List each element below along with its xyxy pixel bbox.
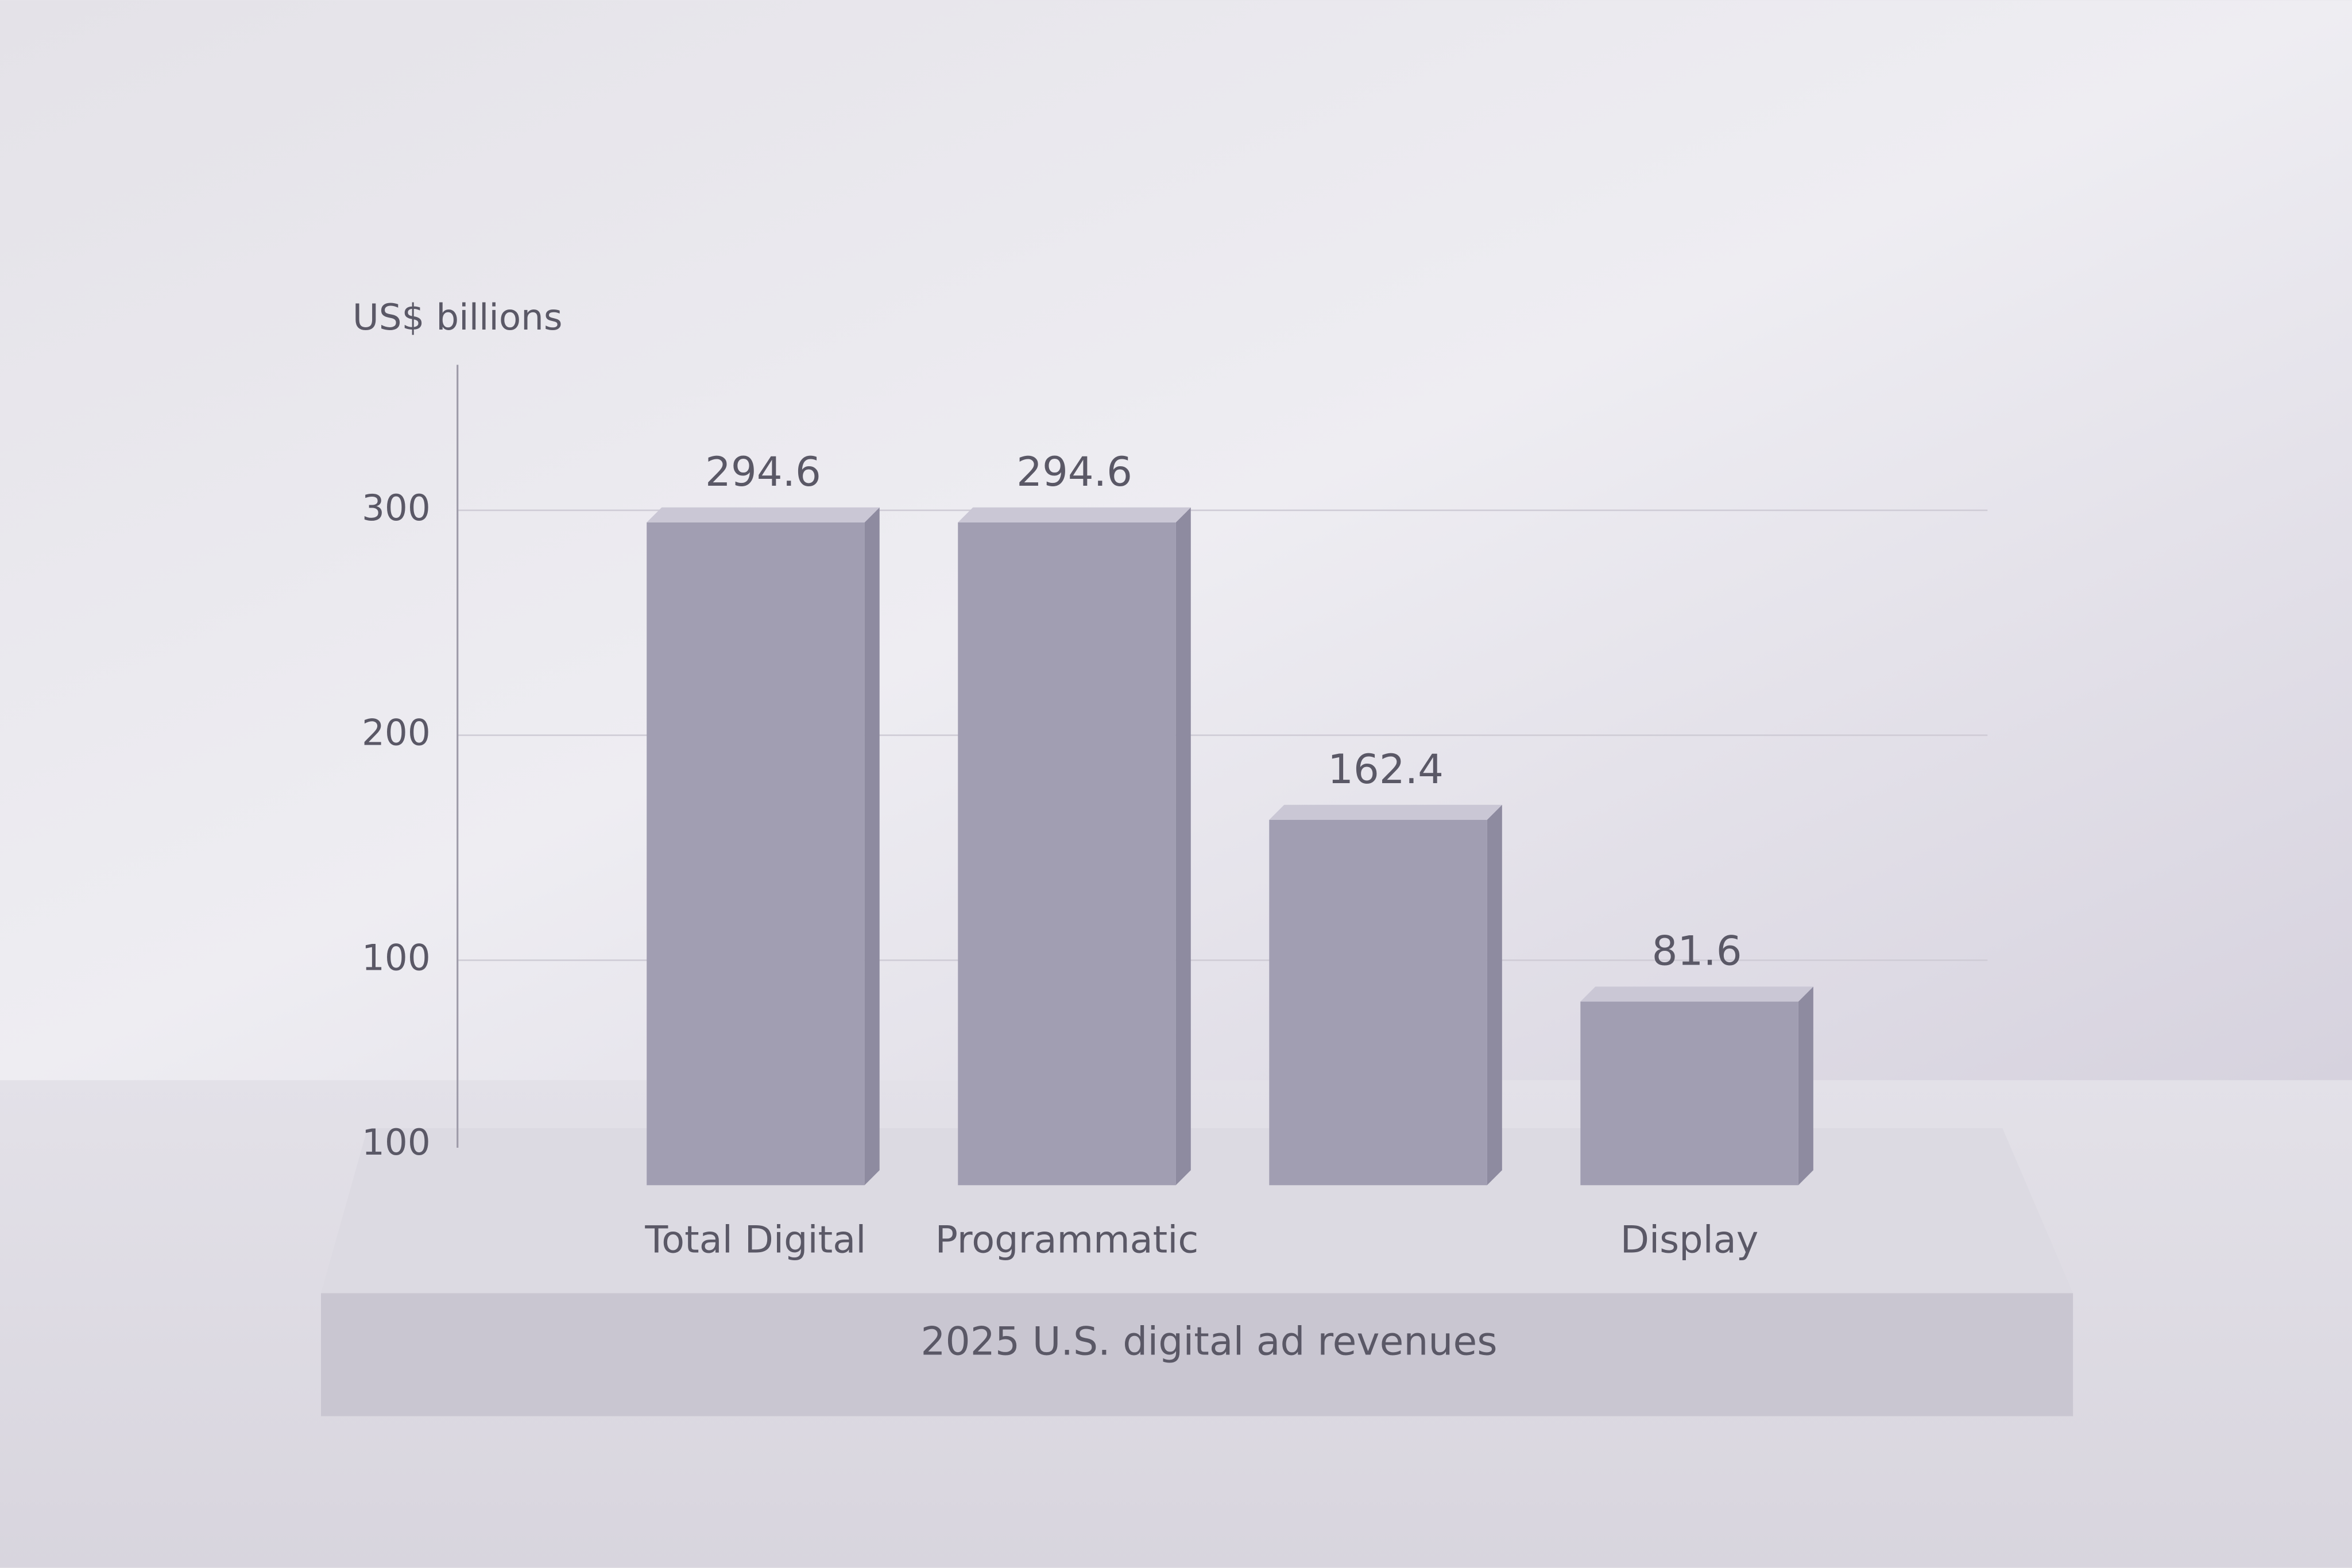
bar: [1269, 819, 1487, 1186]
y-tick-label: 100: [362, 937, 431, 979]
y-tick-label: 200: [362, 712, 431, 754]
bar-side: [1175, 507, 1191, 1186]
bar-top: [1269, 804, 1502, 820]
bar-side: [1798, 986, 1813, 1186]
x-tick-label: Display: [1620, 1218, 1759, 1262]
bar-top: [1580, 986, 1813, 1002]
x-tick-label: Total Digital: [644, 1218, 866, 1262]
platform-front: [321, 1293, 2074, 1416]
bar-top: [647, 507, 880, 522]
x-axis-label: 2025 U.S. digital ad revenues: [920, 1319, 1497, 1365]
y-axis-label: US$ billions: [353, 296, 563, 338]
axis-base-label: 100: [362, 1121, 431, 1163]
bar-top: [958, 507, 1191, 522]
bar: [958, 522, 1176, 1186]
bar: [1580, 1001, 1798, 1186]
x-tick-label: Programmatic: [935, 1218, 1199, 1262]
bar-side: [864, 507, 880, 1186]
value-label: 162.4: [1328, 746, 1444, 793]
y-tick-label: 300: [362, 487, 431, 529]
value-label: 294.6: [1016, 448, 1132, 495]
value-label: 294.6: [705, 448, 821, 495]
value-label: 81.6: [1652, 927, 1742, 974]
bar: [647, 522, 865, 1186]
bar-side: [1487, 804, 1502, 1186]
